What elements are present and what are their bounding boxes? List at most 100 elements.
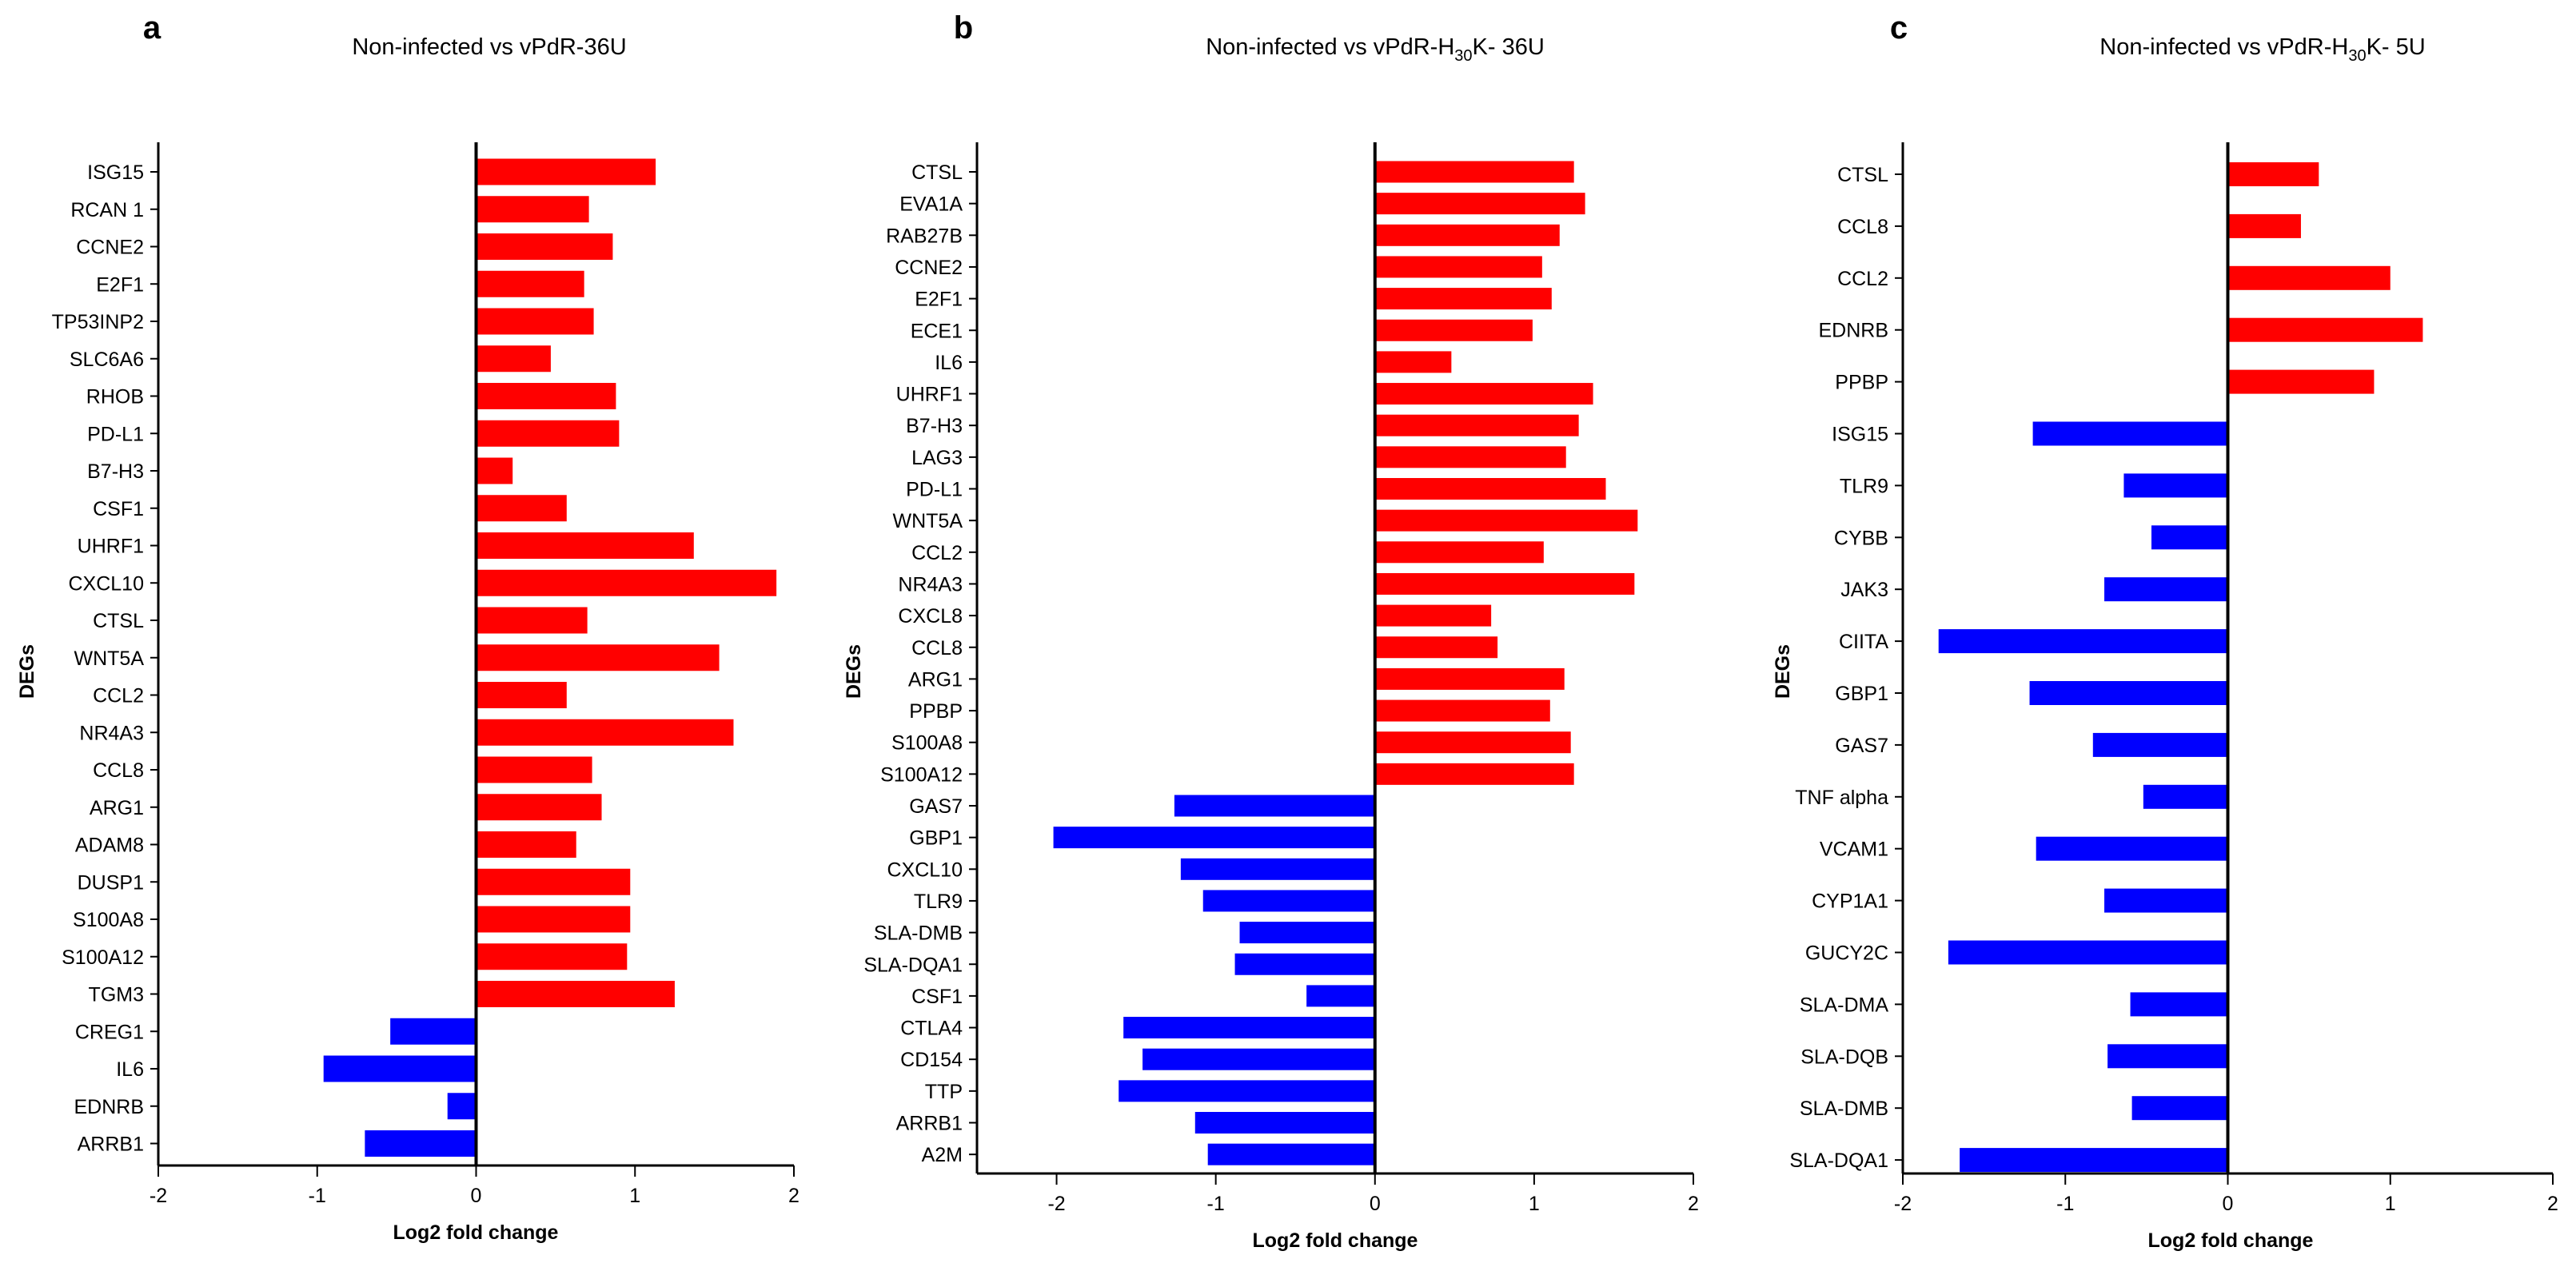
- bar: [1948, 940, 2228, 965]
- bar: [1374, 224, 1560, 246]
- bar: [1142, 1048, 1375, 1070]
- category-label: RCAN 1: [70, 199, 144, 221]
- title-text: Non-infected vs vPdR-H: [2099, 34, 2348, 60]
- bar: [1374, 256, 1542, 278]
- bar: [476, 495, 567, 522]
- bar: [1374, 699, 1550, 722]
- bar: [1374, 161, 1574, 183]
- category-label: GUCY2C: [1805, 942, 1888, 965]
- bar: [1374, 288, 1552, 310]
- bar: [2029, 681, 2228, 705]
- bar: [1306, 985, 1375, 1007]
- category-label: CCNE2: [76, 237, 144, 259]
- category-label: ARRB1: [78, 1134, 144, 1156]
- category-label: CCL8: [911, 637, 963, 659]
- x-tick-label: 2: [2547, 1193, 2558, 1215]
- title-subscript: 30: [1454, 47, 1472, 65]
- bar: [2036, 836, 2228, 861]
- bar: [1180, 858, 1375, 880]
- title-text: K- 36U: [1473, 34, 1545, 60]
- x-tick-label: 1: [629, 1185, 640, 1207]
- category-label: CXCL10: [69, 572, 145, 595]
- bar: [476, 981, 675, 1007]
- category-label: CTSL: [911, 161, 963, 184]
- bar: [476, 644, 720, 671]
- category-label: ARG1: [908, 668, 963, 691]
- category-label: EVA1A: [899, 193, 963, 216]
- bar: [365, 1130, 477, 1157]
- bar: [2123, 473, 2228, 498]
- category-label: CCL2: [1837, 268, 1888, 290]
- x-tick-label: 2: [1688, 1193, 1699, 1215]
- category-label: TGM3: [89, 984, 144, 1006]
- bar: [1374, 351, 1452, 373]
- bar: [476, 308, 594, 335]
- category-label: TP53INP2: [52, 311, 144, 333]
- category-label: GAS7: [1835, 735, 1888, 757]
- bar: [2130, 992, 2228, 1017]
- x-axis-title: Log2 fold change: [393, 1221, 559, 1244]
- bar: [2227, 213, 2301, 238]
- bar: [1374, 414, 1579, 436]
- x-axis-title: Log2 fold change: [1253, 1229, 1418, 1252]
- bar: [1374, 763, 1574, 785]
- category-label: SLA-DQA1: [1789, 1150, 1888, 1172]
- bar: [1374, 667, 1565, 690]
- bar: [476, 943, 628, 970]
- category-label: CTSL: [93, 610, 144, 632]
- category-label: CCNE2: [895, 257, 963, 279]
- bar: [476, 794, 602, 821]
- x-tick-label: -2: [150, 1185, 167, 1207]
- category-label: UHRF1: [78, 536, 144, 558]
- bar: [323, 1055, 477, 1082]
- panel-c: c Non-infected vs vPdR-H30K- 5U DEGs Log2 f…: [1772, 10, 2558, 1252]
- bar: [390, 1018, 477, 1045]
- category-label: GBP1: [909, 827, 963, 850]
- category-label: GAS7: [909, 795, 963, 818]
- bar: [2131, 1096, 2228, 1121]
- category-label: GBP1: [1835, 683, 1888, 705]
- category-label: E2F1: [96, 273, 144, 296]
- category-label: DUSP1: [78, 871, 144, 894]
- bar: [2143, 784, 2228, 809]
- bar: [476, 270, 584, 297]
- category-label: PPBP: [909, 700, 963, 723]
- bar: [476, 383, 616, 409]
- bar: [476, 719, 734, 746]
- category-label: CCL8: [1837, 216, 1888, 238]
- category-label: RHOB: [86, 386, 144, 408]
- x-tick-label: 0: [1370, 1193, 1381, 1215]
- bar: [1374, 509, 1638, 532]
- category-label: SLA-DMB: [874, 922, 963, 945]
- category-label: S100A8: [73, 909, 144, 931]
- category-label: ARRB1: [896, 1113, 963, 1135]
- bar: [1374, 731, 1571, 754]
- x-tick-label: 1: [1529, 1193, 1540, 1215]
- category-label: ISG15: [87, 161, 144, 184]
- x-tick-label: -1: [2056, 1193, 2074, 1215]
- category-label: CCL2: [911, 542, 963, 564]
- bar: [447, 1093, 477, 1120]
- bar: [476, 906, 631, 933]
- category-label: IL6: [116, 1058, 144, 1081]
- y-axis-title: DEGs: [843, 644, 865, 699]
- category-label: TNF alpha: [1795, 787, 1888, 809]
- chart-title: Non-infected vs vPdR-H30K- 5U: [2099, 34, 2425, 65]
- bar: [2104, 888, 2228, 913]
- bar: [1119, 1080, 1375, 1102]
- bar: [476, 756, 592, 783]
- bar: [1938, 629, 2228, 654]
- bar: [2151, 525, 2228, 550]
- category-label: WNT5A: [74, 647, 145, 670]
- bar: [2227, 369, 2375, 394]
- bar: [476, 682, 567, 708]
- category-label: CXCL10: [887, 859, 963, 881]
- bar: [2107, 1044, 2228, 1069]
- panel-label: a: [143, 10, 161, 46]
- category-label: CCL8: [93, 759, 144, 782]
- category-label: CTLA4: [900, 1018, 963, 1040]
- bar: [476, 457, 513, 484]
- x-tick-label: -2: [1047, 1193, 1065, 1215]
- category-label: A2M: [922, 1144, 963, 1166]
